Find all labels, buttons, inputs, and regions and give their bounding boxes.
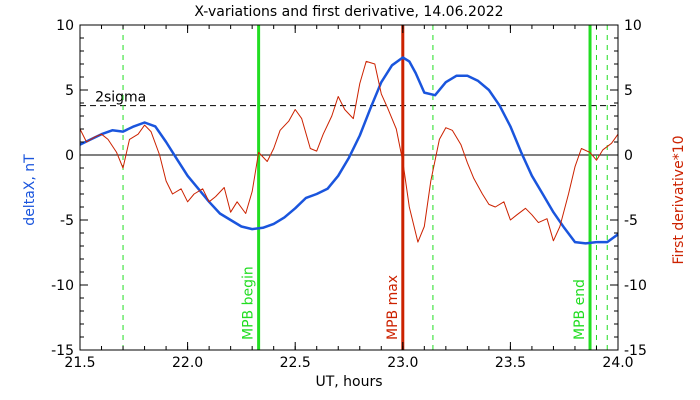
y-tick-label-left: 0: [65, 148, 74, 164]
x-tick-label: 24.0: [602, 355, 633, 371]
y-tick-label-left: -10: [51, 278, 74, 294]
y-axis-label-left: deltaX, nT: [22, 154, 38, 226]
plot-frame: [79, 24, 619, 351]
plot-area: 2sigma MPB begin MPB max MPB end 21.5 22.0 22.…: [51, 18, 647, 371]
series-line-derivative: [79, 60, 619, 243]
marker-label-mpb-end: MPB end: [572, 279, 588, 340]
y-tick-label-right: -15: [624, 343, 647, 359]
y-tick-label-right: 0: [624, 148, 633, 164]
x-tick-label: 22.5: [280, 355, 311, 371]
y-tick-label-right: -10: [624, 278, 647, 294]
marker-label-mpb-max: MPB max: [385, 275, 401, 340]
x-tick-label: 23.5: [495, 355, 526, 371]
x-tick-label: 23.0: [387, 355, 418, 371]
y-axis-label-right: First derivative*10: [671, 135, 687, 264]
y-tick-label-right: 10: [624, 18, 642, 34]
y-tick-label-right: 5: [624, 83, 633, 99]
y-tick-label-left: -15: [51, 343, 74, 359]
threshold-label: 2sigma: [95, 90, 146, 106]
series-line-deltax: [79, 56, 619, 245]
marker-label-mpb-begin: MPB begin: [241, 266, 257, 340]
x-tick-label: 21.5: [64, 355, 95, 371]
x-axis-label: UT, hours: [315, 374, 382, 390]
x-tick-label: 22.0: [172, 355, 203, 371]
y-tick-label-left: -5: [60, 213, 74, 229]
y-tick-label-right: -5: [624, 213, 638, 229]
y-tick-label-left: 5: [65, 83, 74, 99]
y-tick-label-left: 10: [56, 18, 74, 34]
chart-title: X-variations and first derivative, 14.06…: [194, 4, 503, 20]
